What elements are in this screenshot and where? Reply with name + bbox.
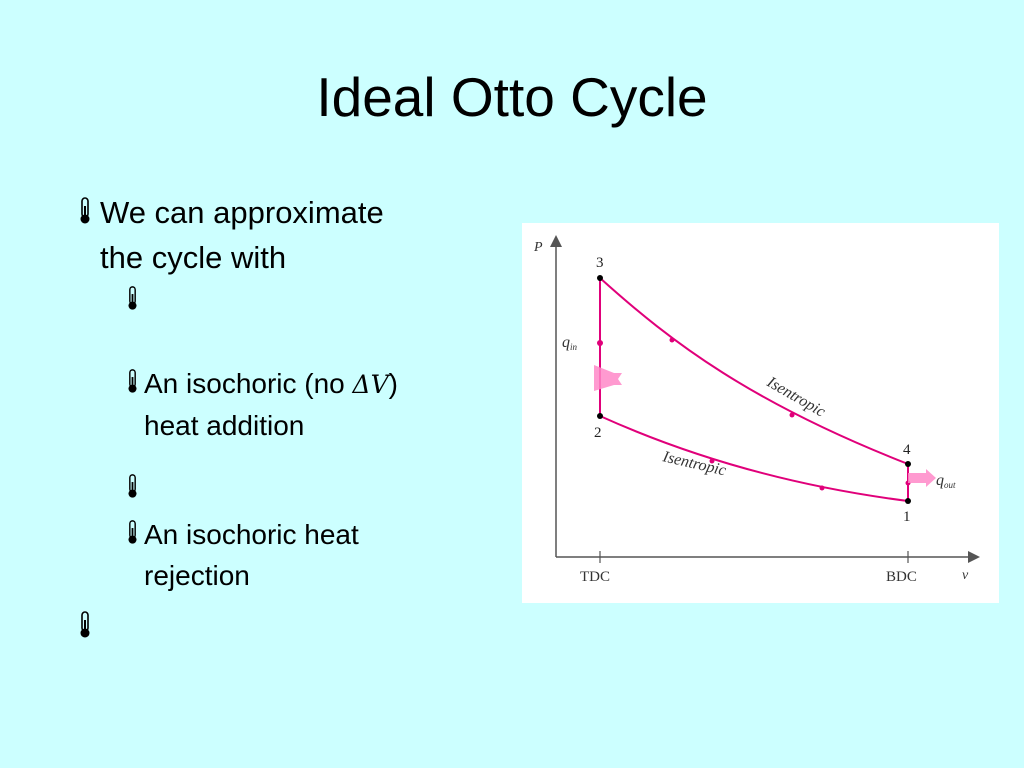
q-in-arrow-icon — [594, 365, 622, 391]
bullet-item — [70, 604, 500, 639]
direction-mark — [669, 337, 675, 343]
sub-bullet-item — [120, 280, 500, 311]
sub-bullet-text: rejection — [144, 560, 250, 591]
thermometer-icon — [70, 604, 100, 639]
state-point-1 — [905, 498, 911, 504]
y-axis-label: P — [533, 240, 543, 255]
isentropic-compression-curve — [599, 415, 909, 502]
slide-title: Ideal Otto Cycle — [316, 66, 708, 128]
direction-mark — [789, 412, 795, 418]
q-out-arrow-icon — [908, 469, 936, 487]
q-in-label: qin — [562, 334, 578, 352]
bullet-text-line: We can approximate — [100, 195, 384, 230]
sub-bullet-item: An isochoric heat rejection — [120, 514, 500, 596]
thermometer-icon — [120, 363, 144, 394]
x-axis-label: v — [962, 568, 969, 583]
thermometer-icon — [120, 280, 144, 311]
direction-mark — [819, 485, 825, 491]
state-label-3: 3 — [596, 255, 604, 271]
bullet-text-line: the cycle with — [100, 240, 287, 275]
state-point-3 — [597, 275, 603, 281]
thermometer-icon — [70, 190, 100, 225]
sub-bullet-item: An isochoric (no ΔV) heat addition — [120, 363, 500, 446]
bullet-list: We can approximate the cycle with — [70, 190, 500, 639]
thermometer-icon — [120, 514, 144, 545]
tdc-label: TDC — [580, 569, 610, 585]
delta-v-symbol: ΔV — [352, 370, 389, 399]
sub-bullet-text: An isochoric (no — [144, 368, 353, 399]
state-label-1: 1 — [903, 509, 911, 525]
sub-bullet-list: An isochoric (no ΔV) heat addition — [120, 280, 500, 596]
direction-mark — [597, 340, 603, 346]
pv-diagram: P v TDC BDC 3 2 4 1 qin qout — [522, 223, 999, 603]
direction-mark — [709, 458, 715, 464]
bullet-item: We can approximate the cycle with — [70, 190, 500, 280]
q-out-label: qout — [936, 472, 956, 490]
state-label-2: 2 — [594, 425, 602, 441]
state-label-4: 4 — [903, 442, 911, 458]
bdc-label: BDC — [886, 569, 917, 585]
sub-bullet-text: An isochoric heat — [144, 519, 359, 550]
thermometer-icon — [120, 468, 144, 499]
sub-bullet-item — [120, 468, 500, 499]
sub-bullet-text: ) — [388, 368, 398, 399]
isentropic-expansion-curve — [599, 277, 909, 465]
state-point-2 — [597, 413, 603, 419]
sub-bullet-text: heat addition — [144, 410, 305, 441]
state-point-4 — [905, 461, 911, 467]
